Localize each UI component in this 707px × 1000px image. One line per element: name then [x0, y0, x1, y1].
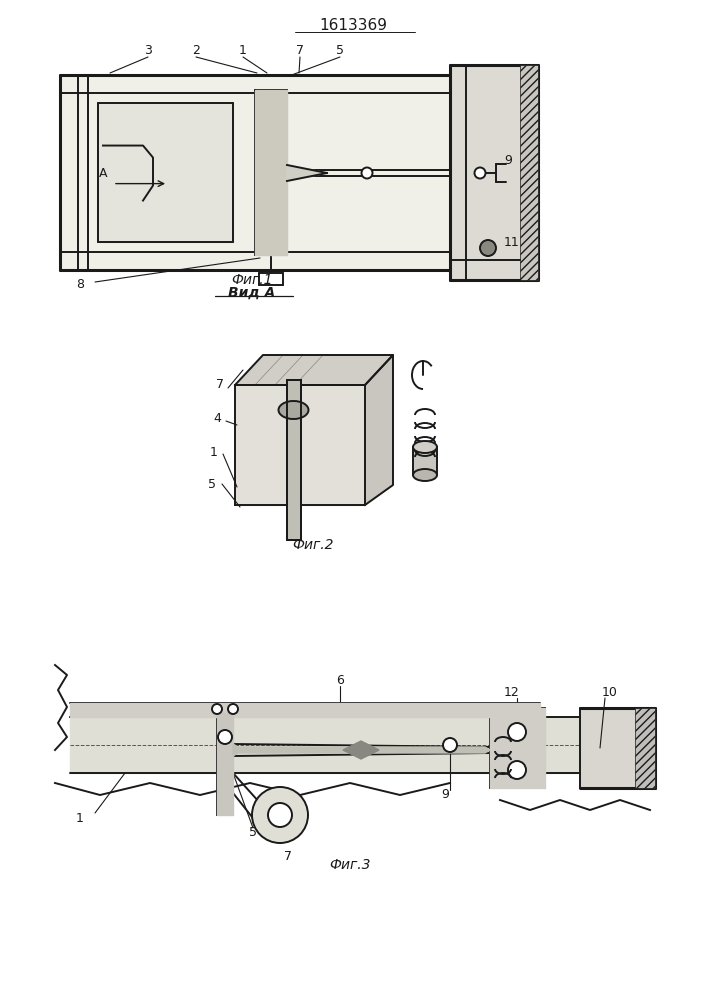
- Polygon shape: [580, 708, 655, 788]
- Text: 5: 5: [249, 826, 257, 840]
- Polygon shape: [233, 744, 490, 756]
- Polygon shape: [287, 165, 327, 181]
- Bar: [520, 65, 538, 280]
- Polygon shape: [70, 717, 580, 773]
- Text: 4: 4: [213, 412, 221, 424]
- Circle shape: [480, 240, 496, 256]
- Circle shape: [508, 761, 526, 779]
- Polygon shape: [490, 708, 545, 788]
- Bar: [263, 90, 279, 100]
- Circle shape: [443, 738, 457, 752]
- Ellipse shape: [279, 401, 308, 419]
- Text: Фиг.1: Фиг.1: [231, 273, 273, 287]
- Polygon shape: [365, 355, 393, 505]
- Text: Вид А: Вид А: [228, 286, 276, 300]
- Polygon shape: [235, 385, 365, 505]
- Text: 5: 5: [336, 43, 344, 56]
- Text: 11: 11: [504, 235, 520, 248]
- Text: 5: 5: [208, 478, 216, 490]
- Circle shape: [474, 167, 486, 178]
- Text: 1: 1: [210, 446, 218, 458]
- Circle shape: [268, 803, 292, 827]
- Polygon shape: [70, 703, 540, 717]
- Ellipse shape: [413, 469, 437, 481]
- Bar: [413, 447, 437, 475]
- Circle shape: [218, 730, 232, 744]
- Polygon shape: [60, 75, 450, 270]
- Text: 9: 9: [504, 154, 512, 167]
- Text: 7: 7: [296, 43, 304, 56]
- Text: 1613369: 1613369: [319, 18, 387, 33]
- Text: Фиг.3: Фиг.3: [329, 858, 370, 872]
- Text: 2: 2: [192, 43, 200, 56]
- Polygon shape: [450, 65, 538, 280]
- Text: 1: 1: [239, 43, 247, 56]
- Text: Фиг.2: Фиг.2: [292, 538, 334, 552]
- Bar: [286, 380, 300, 540]
- Text: 10: 10: [602, 686, 618, 700]
- Polygon shape: [235, 355, 393, 385]
- Text: 9: 9: [441, 788, 449, 802]
- Text: 7: 7: [284, 850, 292, 863]
- Circle shape: [361, 167, 373, 178]
- Text: 12: 12: [504, 686, 520, 700]
- Text: 7: 7: [216, 378, 224, 391]
- Circle shape: [508, 723, 526, 741]
- Polygon shape: [217, 713, 233, 815]
- Text: 6: 6: [336, 674, 344, 688]
- Polygon shape: [255, 90, 287, 255]
- Bar: [259, 90, 283, 112]
- Polygon shape: [98, 103, 233, 242]
- Text: 8: 8: [76, 278, 84, 292]
- Text: А: А: [99, 167, 107, 180]
- Text: 1: 1: [76, 812, 84, 824]
- Text: 3: 3: [144, 43, 152, 56]
- Bar: [635, 708, 655, 788]
- Circle shape: [212, 704, 222, 714]
- Polygon shape: [343, 741, 379, 759]
- Circle shape: [252, 787, 308, 843]
- Bar: [286, 380, 300, 540]
- Ellipse shape: [413, 441, 437, 453]
- Circle shape: [228, 704, 238, 714]
